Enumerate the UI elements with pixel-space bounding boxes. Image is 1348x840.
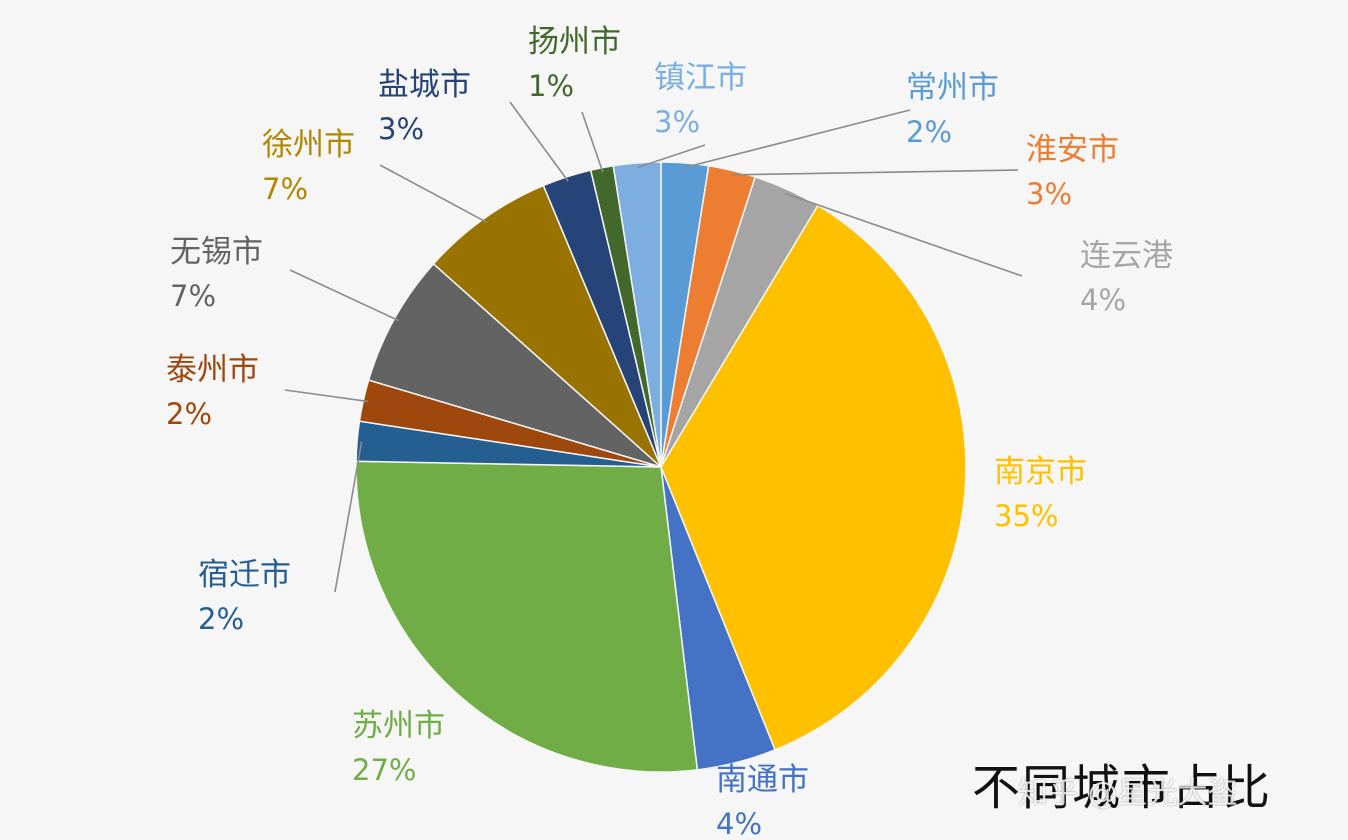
leader-line-13	[637, 144, 706, 169]
leader-line-2	[731, 169, 1019, 176]
leader-line-8	[284, 389, 368, 403]
chart-caption: 不同城市占比	[972, 760, 1273, 816]
leader-line-1	[684, 109, 911, 169]
leader-line-12	[581, 111, 604, 173]
leader-lines	[284, 101, 1023, 593]
slice-label-name-5: 南通市	[716, 762, 809, 798]
slice-label-percent-7: 2%	[198, 602, 244, 636]
slice-label-name-11: 盐城市	[378, 67, 471, 103]
leader-line-11	[509, 101, 569, 182]
slice-label-name-9: 无锡市	[170, 234, 263, 270]
slice-label-percent-9: 7%	[170, 279, 216, 313]
leader-line-3	[785, 192, 1023, 277]
slice-label-percent-10: 7%	[262, 172, 308, 206]
leader-line-10	[379, 164, 488, 224]
slice-label-percent-4: 35%	[994, 499, 1058, 533]
pie-slices	[355, 161, 967, 773]
slice-label-name-7: 宿迁市	[198, 557, 291, 593]
slice-label-name-2: 淮安市	[1026, 132, 1119, 168]
slice-label-name-8: 泰州市	[166, 352, 259, 388]
slice-label-percent-5: 4%	[716, 807, 762, 840]
pie-slice-10	[432, 184, 662, 468]
slice-label-name-3: 连云港	[1080, 238, 1173, 274]
slice-label-name-4: 南京市	[994, 454, 1087, 490]
leader-line-7	[334, 441, 363, 593]
slice-label-percent-13: 3%	[654, 105, 700, 139]
slice-label-name-12: 扬州市	[528, 24, 621, 60]
slice-label-name-13: 镇江市	[654, 60, 747, 96]
pie-slice-13	[612, 161, 662, 468]
pie-slice-4	[660, 204, 967, 751]
slice-label-name-10: 徐州市	[262, 127, 355, 163]
slice-label-name-6: 苏州市	[352, 708, 445, 744]
slice-label-percent-8: 2%	[166, 397, 212, 431]
slice-label-percent-11: 3%	[378, 112, 424, 146]
slice-label-percent-3: 4%	[1080, 283, 1126, 317]
slice-label-name-1: 常州市	[906, 70, 999, 106]
slice-label-percent-1: 2%	[906, 115, 952, 149]
slice-label-percent-6: 27%	[352, 753, 416, 787]
slice-label-percent-12: 1%	[528, 69, 574, 103]
pie-slice-6	[355, 460, 699, 773]
leader-line-9	[289, 269, 399, 322]
slice-label-percent-2: 3%	[1026, 177, 1072, 211]
watermark: 知乎 @星光大盗	[1018, 776, 1238, 811]
